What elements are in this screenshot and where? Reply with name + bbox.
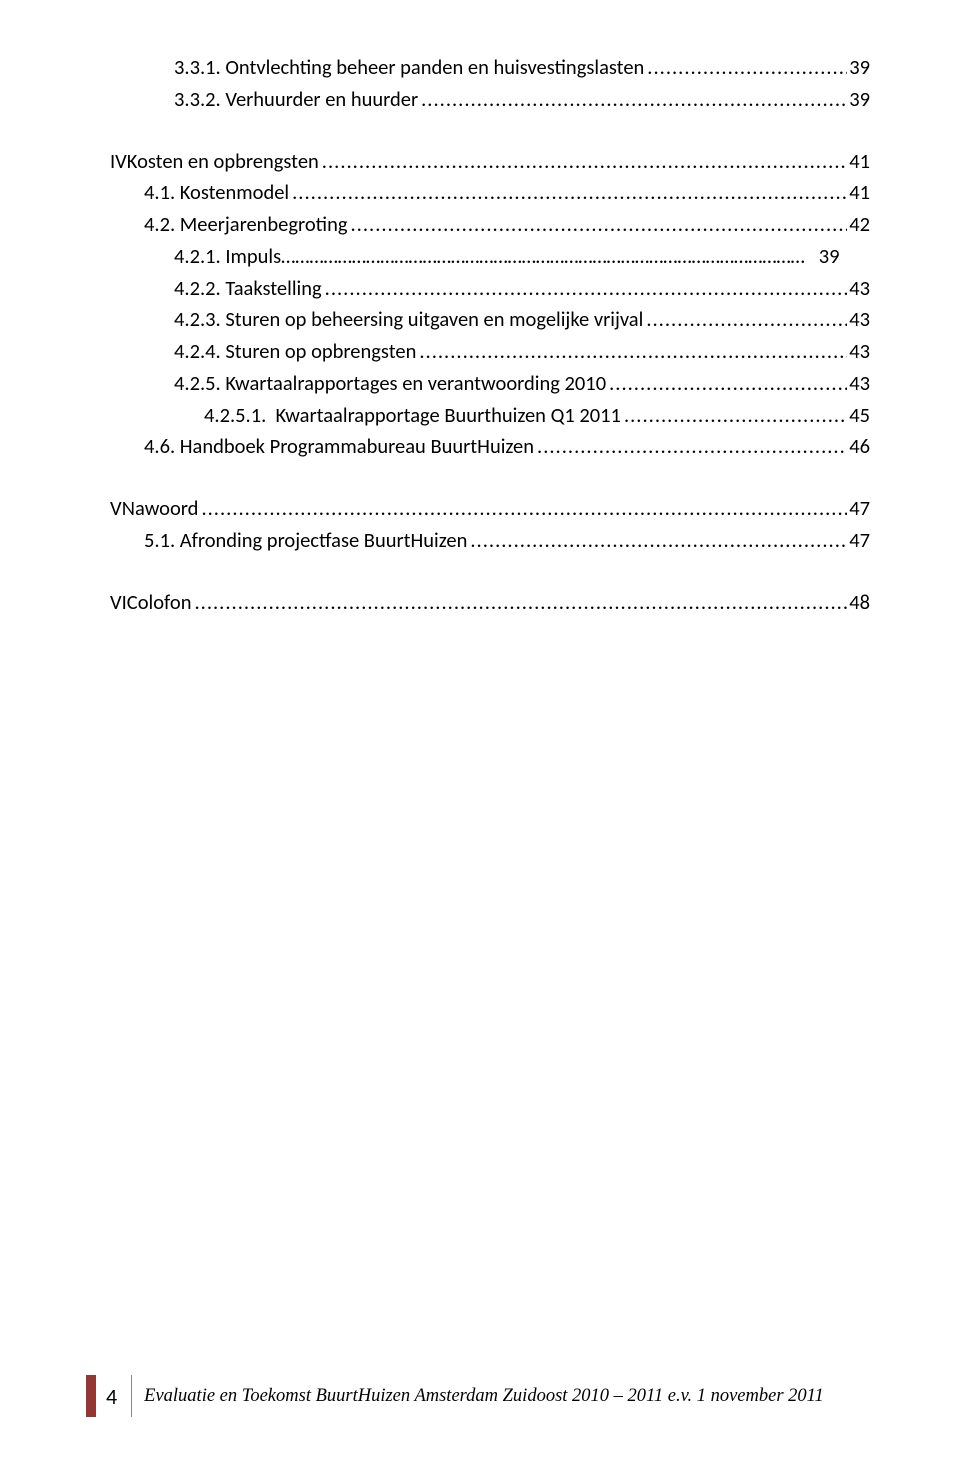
toc-label: 4.2.3. Sturen op beheersing uitgaven en … bbox=[174, 304, 643, 336]
toc-leader: ........................................… bbox=[289, 177, 847, 209]
toc-entry: 4.2.5. Kwartaalrapportages en verantwoor… bbox=[110, 368, 870, 400]
toc-label: Kosten en opbrengsten bbox=[127, 146, 319, 178]
footer-accent-bar bbox=[86, 1375, 96, 1417]
toc-leader: ........................................… bbox=[621, 400, 847, 432]
toc-label: 4.2.2. Taakstelling bbox=[174, 273, 322, 305]
toc-leader: ........................................… bbox=[643, 304, 847, 336]
footer-text: 4 Evaluatie en Toekomst BuurtHuizen Amst… bbox=[96, 1375, 824, 1417]
toc-roman: VI bbox=[110, 587, 127, 619]
toc-label: 4.2.4. Sturen op opbrengsten bbox=[174, 336, 416, 368]
document-page: 3.3.1. Ontvlechting beheer panden en hui… bbox=[0, 0, 960, 1479]
toc-entry: 4.2.4. Sturen op opbrengsten............… bbox=[110, 336, 870, 368]
toc-entry: 3.3.2. Verhuurder en huurder............… bbox=[110, 84, 870, 116]
toc-page-number: 43 bbox=[847, 336, 870, 368]
toc-leader: ........................................… bbox=[348, 209, 848, 241]
toc-entry: IVKosten en opbrengsten.................… bbox=[110, 146, 870, 178]
footer-title: Evaluatie en Toekomst BuurtHuizen Amster… bbox=[132, 1386, 824, 1407]
toc-entry: 4.2.2. Taakstelling.....................… bbox=[110, 273, 870, 305]
toc-page-number: 47 bbox=[847, 493, 870, 525]
toc-page-number: 41 bbox=[847, 146, 870, 178]
toc-label: Nawoord bbox=[122, 493, 199, 525]
toc-leader: ........................................… bbox=[467, 525, 847, 557]
toc-leader: ........................................… bbox=[418, 84, 847, 116]
toc-page-number: 43 bbox=[847, 368, 870, 400]
toc-label: 3.3.1. Ontvlechting beheer panden en hui… bbox=[174, 52, 644, 84]
toc-label: 4.2. Meerjarenbegroting bbox=[144, 209, 348, 241]
toc-entry: 4.2. Meerjarenbegroting.................… bbox=[110, 209, 870, 241]
toc-page-number: 43 bbox=[847, 304, 870, 336]
toc-leader: ........................................… bbox=[606, 368, 847, 400]
toc-page-number: 39 bbox=[847, 52, 870, 84]
toc-entry: VIColofon...............................… bbox=[110, 587, 870, 619]
toc-leader: ........................................… bbox=[416, 336, 847, 368]
toc-page-number: 39 bbox=[847, 84, 870, 116]
toc-label: 4.2.5.1. Kwartaalrapportage Buurthuizen … bbox=[204, 400, 621, 432]
toc-page-number: 43 bbox=[847, 273, 870, 305]
toc-entry: 5.1. Afronding projectfase BuurtHuizen..… bbox=[110, 525, 870, 557]
toc-label: 5.1. Afronding projectfase BuurtHuizen bbox=[144, 525, 467, 557]
toc-page-number: 46 bbox=[847, 431, 870, 463]
toc-label: 4.2.1. Impuls………………………………………………………………………… bbox=[174, 241, 840, 273]
toc-entry: VNawoord................................… bbox=[110, 493, 870, 525]
toc-page-number: 48 bbox=[847, 587, 870, 619]
toc-page-number: 42 bbox=[847, 209, 870, 241]
toc-roman: V bbox=[110, 493, 122, 525]
toc-label: Colofon bbox=[127, 587, 192, 619]
toc-entry: 4.1. Kostenmodel........................… bbox=[110, 177, 870, 209]
toc-page-number: 47 bbox=[847, 525, 870, 557]
toc-entry: 4.2.3. Sturen op beheersing uitgaven en … bbox=[110, 304, 870, 336]
toc-label: 3.3.2. Verhuurder en huurder bbox=[174, 84, 418, 116]
toc-page-number: 41 bbox=[847, 177, 870, 209]
footer-page-number: 4 bbox=[96, 1383, 131, 1410]
toc-page-number: 45 bbox=[847, 400, 870, 432]
toc-leader: ........................................… bbox=[198, 493, 847, 525]
toc-label: 4.6. Handboek Programmabureau BuurtHuize… bbox=[144, 431, 534, 463]
toc-entry: 3.3.1. Ontvlechting beheer panden en hui… bbox=[110, 52, 870, 84]
table-of-contents: 3.3.1. Ontvlechting beheer panden en hui… bbox=[110, 52, 870, 618]
toc-entry: 4.2.5.1. Kwartaalrapportage Buurthuizen … bbox=[110, 400, 870, 432]
toc-leader: ........................................… bbox=[191, 587, 847, 619]
toc-label: 4.1. Kostenmodel bbox=[144, 177, 289, 209]
toc-leader: ........................................… bbox=[534, 431, 847, 463]
toc-entry: 4.6. Handboek Programmabureau BuurtHuize… bbox=[110, 431, 870, 463]
toc-label: 4.2.5. Kwartaalrapportages en verantwoor… bbox=[174, 368, 606, 400]
toc-entry: 4.2.1. Impuls………………………………………………………………………… bbox=[110, 241, 870, 273]
toc-leader: ........................................… bbox=[322, 273, 848, 305]
toc-leader: ........................................… bbox=[644, 52, 847, 84]
toc-roman: IV bbox=[110, 146, 127, 178]
page-footer: 4 Evaluatie en Toekomst BuurtHuizen Amst… bbox=[86, 1375, 878, 1417]
toc-leader: ........................................… bbox=[319, 146, 847, 178]
